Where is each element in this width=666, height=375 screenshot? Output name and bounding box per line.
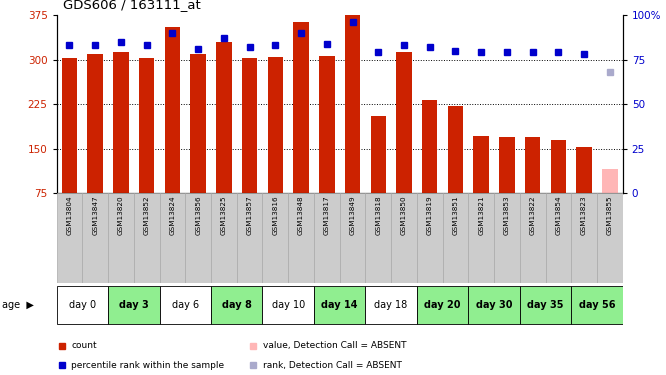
Bar xyxy=(57,286,108,324)
Bar xyxy=(113,52,129,193)
Text: day 6: day 6 xyxy=(172,300,199,310)
Bar xyxy=(525,137,540,193)
Bar xyxy=(293,22,309,193)
Bar xyxy=(417,193,443,283)
Bar xyxy=(236,193,262,283)
Bar xyxy=(422,100,438,193)
Text: day 10: day 10 xyxy=(272,300,305,310)
Text: percentile rank within the sample: percentile rank within the sample xyxy=(71,361,224,370)
Bar xyxy=(448,106,463,193)
Text: GSM13804: GSM13804 xyxy=(67,196,73,236)
Text: day 14: day 14 xyxy=(322,300,358,310)
Text: day 30: day 30 xyxy=(476,300,512,310)
Text: rank, Detection Call = ABSENT: rank, Detection Call = ABSENT xyxy=(262,361,402,370)
Bar xyxy=(468,286,519,324)
Text: GSM13816: GSM13816 xyxy=(272,196,278,236)
Bar xyxy=(443,193,468,283)
Bar xyxy=(160,193,185,283)
Text: GSM13857: GSM13857 xyxy=(246,196,252,236)
Bar xyxy=(139,58,155,193)
Bar xyxy=(190,54,206,193)
Text: day 20: day 20 xyxy=(424,300,461,310)
Text: day 0: day 0 xyxy=(69,300,96,310)
Bar xyxy=(314,193,340,283)
Text: GSM13856: GSM13856 xyxy=(195,196,201,236)
Text: GSM13825: GSM13825 xyxy=(221,196,227,236)
Bar xyxy=(242,58,257,193)
Bar xyxy=(366,193,391,283)
Bar xyxy=(576,147,592,193)
Text: GSM13848: GSM13848 xyxy=(298,196,304,236)
Text: GSM13847: GSM13847 xyxy=(92,196,98,236)
Bar xyxy=(551,140,566,193)
Text: day 18: day 18 xyxy=(374,300,408,310)
Bar xyxy=(211,286,262,324)
Text: day 8: day 8 xyxy=(222,300,252,310)
Bar xyxy=(340,193,366,283)
Text: GSM13820: GSM13820 xyxy=(118,196,124,236)
Bar xyxy=(83,193,108,283)
Bar xyxy=(545,193,571,283)
Bar xyxy=(288,193,314,283)
Bar xyxy=(160,286,211,324)
Bar xyxy=(165,27,180,193)
Text: GSM13821: GSM13821 xyxy=(478,196,484,236)
Text: GSM13853: GSM13853 xyxy=(504,196,510,236)
Text: day 3: day 3 xyxy=(119,300,149,310)
Bar xyxy=(396,53,412,193)
Text: GDS606 / 163111_at: GDS606 / 163111_at xyxy=(63,0,201,11)
Bar xyxy=(57,193,83,283)
Bar xyxy=(108,286,160,324)
Text: GSM13824: GSM13824 xyxy=(169,196,175,236)
Text: age  ▶: age ▶ xyxy=(2,300,34,310)
Text: GSM13852: GSM13852 xyxy=(144,196,150,236)
Bar xyxy=(500,137,515,193)
Bar xyxy=(571,286,623,324)
Bar xyxy=(474,135,489,193)
Text: value, Detection Call = ABSENT: value, Detection Call = ABSENT xyxy=(262,341,406,350)
Bar xyxy=(571,193,597,283)
Text: GSM13850: GSM13850 xyxy=(401,196,407,236)
Bar xyxy=(370,116,386,193)
Bar xyxy=(366,286,417,324)
Bar xyxy=(62,58,77,193)
Bar xyxy=(602,170,617,193)
Bar xyxy=(319,56,334,193)
Bar xyxy=(262,193,288,283)
Text: GSM13851: GSM13851 xyxy=(452,196,458,236)
Bar xyxy=(314,286,366,324)
Bar xyxy=(211,193,236,283)
Bar xyxy=(468,193,494,283)
Bar xyxy=(185,193,211,283)
Bar xyxy=(597,193,623,283)
Bar xyxy=(391,193,417,283)
Text: GSM13817: GSM13817 xyxy=(324,196,330,236)
Bar xyxy=(216,42,232,193)
Text: GSM13854: GSM13854 xyxy=(555,196,561,236)
Text: GSM13849: GSM13849 xyxy=(350,196,356,236)
Bar xyxy=(519,193,545,283)
Text: count: count xyxy=(71,341,97,350)
Bar xyxy=(87,54,103,193)
Text: GSM13818: GSM13818 xyxy=(375,196,381,236)
Bar xyxy=(519,286,571,324)
Bar xyxy=(345,15,360,193)
Text: GSM13822: GSM13822 xyxy=(529,196,535,236)
Text: GSM13823: GSM13823 xyxy=(581,196,587,236)
Text: GSM13855: GSM13855 xyxy=(607,196,613,236)
Bar xyxy=(262,286,314,324)
Bar xyxy=(134,193,160,283)
Bar xyxy=(268,57,283,193)
Text: day 56: day 56 xyxy=(579,300,615,310)
Bar xyxy=(417,286,468,324)
Text: GSM13819: GSM13819 xyxy=(427,196,433,236)
Bar xyxy=(108,193,134,283)
Text: day 35: day 35 xyxy=(527,300,563,310)
Bar xyxy=(494,193,519,283)
